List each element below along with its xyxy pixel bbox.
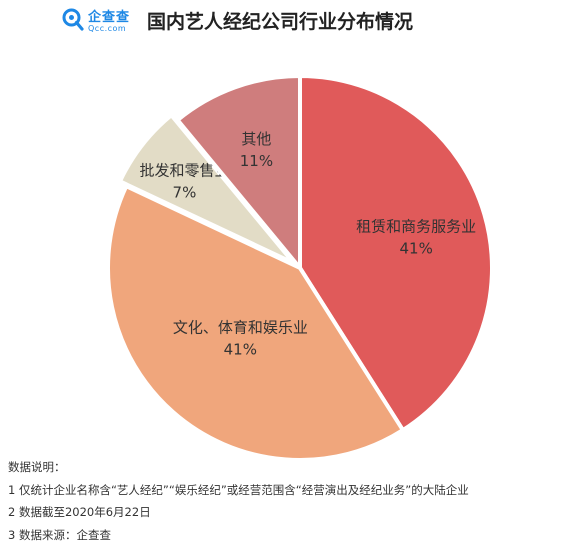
slice-name-label: 租赁和商务服务业 <box>356 217 476 235</box>
data-notes: 数据说明： 1 仅统计企业名称含“艺人经纪”“娱乐经纪”或经营范围含“经营演出及… <box>8 456 469 546</box>
note-item-2: 2 数据截至2020年6月22日 <box>8 501 469 524</box>
notes-heading: 数据说明： <box>8 456 469 479</box>
slice-value-label: 11% <box>240 152 273 170</box>
slice-name-label: 其他 <box>241 130 271 148</box>
note-item-3: 3 数据来源：企查查 <box>8 524 469 546</box>
slice-value-label: 41% <box>399 239 432 257</box>
slice-value-label: 41% <box>224 341 257 359</box>
note-item-1: 1 仅统计企业名称含“艺人经纪”“娱乐经纪”或经营范围含“经营演出及经纪业务”的… <box>8 479 469 502</box>
slice-name-label: 文化、体育和娱乐业 <box>173 319 308 337</box>
slice-value-label: 7% <box>173 183 197 201</box>
